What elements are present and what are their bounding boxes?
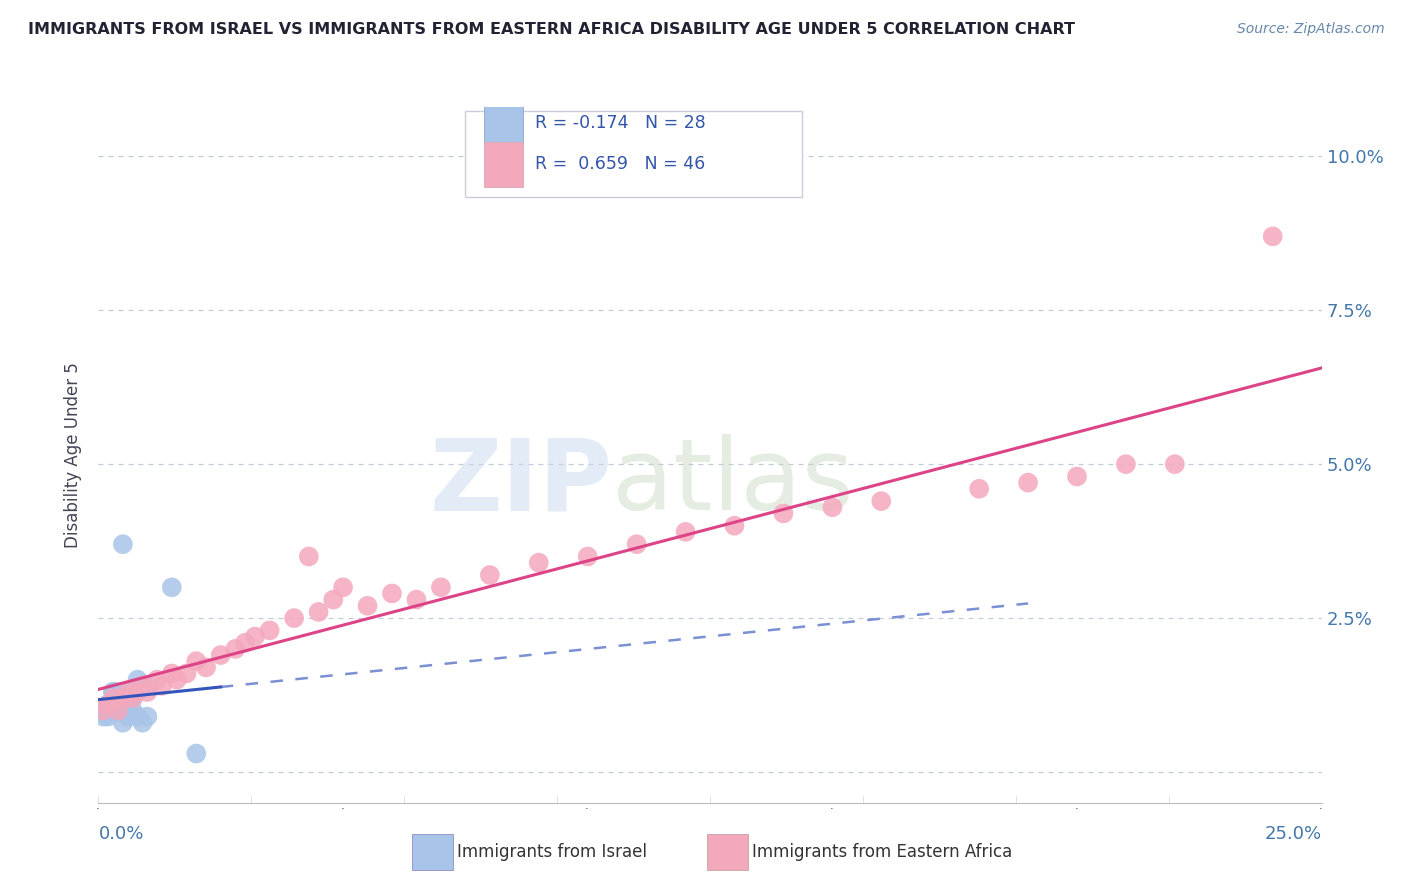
Point (283, 611, 305, 625)
Point (186, 747, 208, 761)
Point (195, 660, 218, 674)
Text: atlas: atlas (612, 434, 853, 532)
Point (243, 630, 266, 644)
Y-axis label: Disability Age Under 5: Disability Age Under 5 (65, 362, 83, 548)
Point (259, 624, 281, 638)
Point (121, 691, 143, 706)
Text: ZIP: ZIP (429, 434, 612, 532)
Point (209, 648, 232, 662)
Point (107, 685, 129, 699)
Text: Immigrants from Israel: Immigrants from Israel (457, 843, 647, 861)
Point (136, 679, 159, 693)
Point (131, 679, 153, 693)
Point (111, 537, 134, 551)
Point (772, 507, 794, 521)
Point (186, 654, 208, 668)
Point (224, 641, 246, 656)
Point (107, 698, 129, 712)
Point (117, 685, 139, 699)
Text: Source: ZipAtlas.com: Source: ZipAtlas.com (1237, 22, 1385, 37)
Point (101, 698, 124, 712)
Point (111, 703, 134, 717)
Point (166, 673, 188, 687)
Point (97, 698, 120, 712)
Point (101, 703, 124, 717)
Point (131, 715, 153, 730)
Point (1164, 457, 1187, 471)
FancyBboxPatch shape (465, 111, 801, 197)
Point (136, 685, 159, 699)
Point (101, 691, 124, 706)
Point (298, 549, 321, 564)
Point (821, 500, 844, 515)
Point (136, 709, 159, 723)
Point (405, 592, 427, 607)
Text: IMMIGRANTS FROM ISRAEL VS IMMIGRANTS FROM EASTERN AFRICA DISABILITY AGE UNDER 5 : IMMIGRANTS FROM ISRAEL VS IMMIGRANTS FRO… (28, 22, 1076, 37)
Point (101, 691, 124, 706)
Point (101, 685, 124, 699)
Point (117, 703, 139, 717)
Point (356, 599, 378, 613)
Text: R = -0.174   N = 28: R = -0.174 N = 28 (536, 113, 706, 132)
Point (111, 715, 134, 730)
Point (308, 605, 330, 619)
Point (127, 685, 149, 699)
Point (121, 703, 143, 717)
Point (527, 556, 550, 570)
FancyBboxPatch shape (484, 142, 523, 186)
Point (107, 691, 129, 706)
Text: Immigrants from Eastern Africa: Immigrants from Eastern Africa (752, 843, 1012, 861)
Point (127, 673, 149, 687)
Point (117, 685, 139, 699)
Point (121, 691, 143, 706)
Point (675, 524, 697, 539)
FancyBboxPatch shape (484, 101, 523, 145)
Point (91, 709, 114, 723)
Point (1261, 229, 1284, 244)
Point (430, 580, 453, 594)
Point (111, 691, 134, 706)
Point (322, 592, 344, 607)
Point (478, 568, 501, 582)
Point (381, 586, 404, 600)
Point (723, 518, 745, 533)
Point (107, 703, 129, 717)
Point (870, 494, 893, 508)
Text: 25.0%: 25.0% (1264, 825, 1322, 843)
Point (111, 691, 134, 706)
Point (97, 709, 120, 723)
Point (1115, 457, 1137, 471)
Point (91, 703, 114, 717)
Point (176, 666, 198, 681)
Point (233, 636, 256, 650)
Point (107, 703, 129, 717)
Text: R =  0.659   N = 46: R = 0.659 N = 46 (536, 155, 706, 173)
Point (150, 679, 173, 693)
Point (626, 537, 648, 551)
Point (332, 580, 354, 594)
Point (127, 709, 149, 723)
Point (101, 685, 124, 699)
Point (576, 549, 599, 564)
Point (117, 709, 139, 723)
Point (160, 666, 183, 681)
Point (967, 482, 990, 496)
Text: 0.0%: 0.0% (98, 825, 143, 843)
Point (1017, 475, 1039, 490)
Point (146, 673, 169, 687)
Point (160, 580, 183, 594)
Point (1066, 469, 1088, 483)
Point (97, 698, 120, 712)
